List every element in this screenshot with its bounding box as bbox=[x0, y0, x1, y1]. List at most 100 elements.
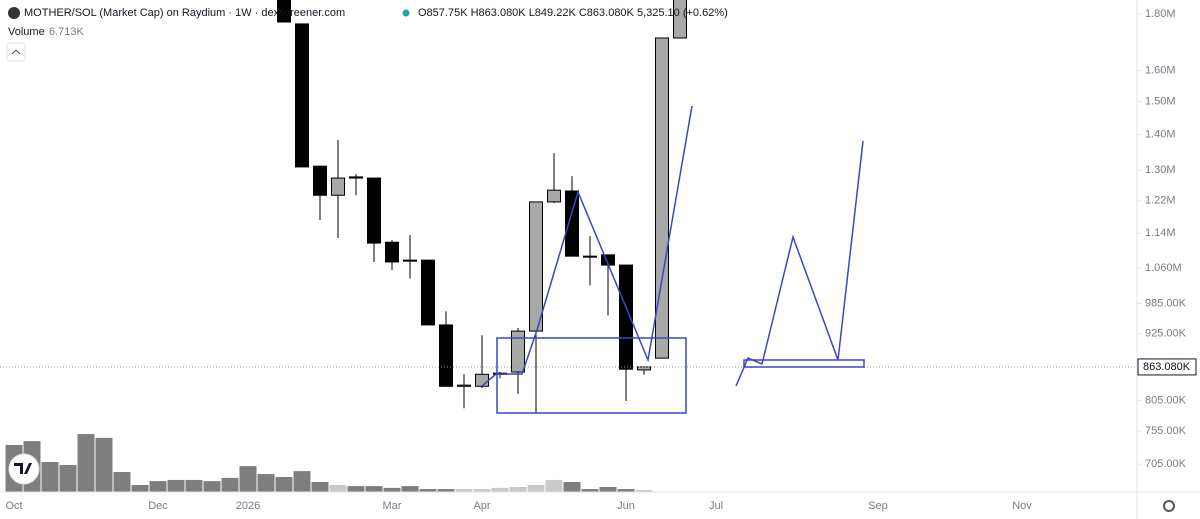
volume-bar bbox=[401, 486, 419, 492]
volume-bar bbox=[455, 489, 473, 492]
y-tick-label: 1.50M bbox=[1145, 95, 1176, 107]
y-tick-label: 705.00K bbox=[1145, 458, 1187, 470]
volume-bar bbox=[437, 489, 455, 492]
volume-bar bbox=[365, 486, 383, 492]
y-tick-label: 1.22M bbox=[1145, 195, 1176, 207]
volume-bar bbox=[185, 479, 203, 492]
volume-bar bbox=[491, 487, 509, 492]
volume-bar bbox=[221, 477, 239, 492]
logo bbox=[14, 463, 32, 474]
ohlc-values: O857.75K H863.080K L849.22K C863.080K 5,… bbox=[418, 7, 728, 19]
x-tick-label: Apr bbox=[473, 500, 490, 512]
drawn-path bbox=[735, 140, 864, 387]
volume-title: Volume bbox=[8, 26, 45, 38]
drawings bbox=[481, 105, 865, 414]
y-tick-label: 1.60M bbox=[1145, 64, 1176, 76]
logo-bg bbox=[8, 453, 40, 485]
candle-body bbox=[547, 189, 561, 203]
volume-value: 6.713K bbox=[49, 26, 85, 38]
volume-bar bbox=[383, 487, 401, 492]
volume-bar bbox=[563, 482, 581, 492]
x-tick-label: Mar bbox=[383, 500, 402, 512]
candle-body bbox=[331, 177, 345, 196]
volume-bar bbox=[275, 477, 293, 492]
candle-body bbox=[475, 373, 489, 387]
symbol-title: MOTHER/SOL (Market Cap) on Raydium · 1W … bbox=[24, 7, 345, 19]
time-axis: Oct Dec 2026 Mar Apr Jun Jul Sep Nov bbox=[5, 500, 1032, 512]
candle-body bbox=[439, 324, 453, 387]
candle-body bbox=[511, 330, 525, 373]
candle-body bbox=[349, 176, 363, 179]
drawn-box bbox=[743, 359, 865, 368]
x-tick-label: Nov bbox=[1012, 500, 1032, 512]
y-tick-label: 1.060M bbox=[1145, 262, 1182, 274]
candle-body bbox=[367, 177, 381, 244]
drawn-box bbox=[496, 337, 687, 414]
candle-body bbox=[403, 259, 417, 262]
collapse-icon bbox=[11, 49, 21, 55]
candle-body bbox=[655, 37, 669, 359]
candle-body bbox=[313, 165, 327, 196]
y-tick-label: 985.00K bbox=[1145, 297, 1187, 309]
volume-bar bbox=[113, 472, 131, 492]
status-dot bbox=[402, 9, 410, 17]
candle-body bbox=[529, 201, 543, 332]
y-tick-label: 1.14M bbox=[1145, 227, 1176, 239]
y-tick-label: 755.00K bbox=[1145, 425, 1187, 437]
y-tick-label: 1.40M bbox=[1145, 129, 1176, 141]
candle-body bbox=[619, 264, 633, 370]
volume-bar bbox=[311, 482, 329, 492]
volume-bar bbox=[509, 487, 527, 492]
volume-bar bbox=[131, 484, 149, 492]
volume-bar bbox=[293, 471, 311, 492]
volume-bar bbox=[41, 462, 59, 492]
y-tick-label: 925.00K bbox=[1145, 328, 1187, 340]
volume-bar bbox=[329, 484, 347, 492]
y-tick-label: 1.80M bbox=[1145, 8, 1176, 20]
price-pane bbox=[0, 0, 1137, 413]
symbol-icon bbox=[8, 7, 20, 19]
volume-bar bbox=[257, 474, 275, 492]
last-price-tag bbox=[1137, 358, 1197, 376]
volume-bar bbox=[203, 481, 221, 492]
candle-body bbox=[583, 255, 597, 258]
last-price-label: 863.080K bbox=[1143, 361, 1191, 373]
candle-body bbox=[457, 384, 471, 387]
price-axis: 1.80M 1.60M 1.50M 1.40M 1.30M 1.22M 1.14M 1.060… bbox=[1137, 8, 1187, 470]
volume-bar bbox=[599, 487, 617, 492]
volume-bar bbox=[617, 489, 635, 492]
x-tick-label: Dec bbox=[148, 500, 168, 512]
candle-body bbox=[295, 23, 309, 168]
volume-bar bbox=[581, 489, 599, 492]
volume-bar bbox=[419, 489, 437, 492]
volume-bar bbox=[167, 479, 185, 492]
volume-bar bbox=[149, 481, 167, 492]
volume-bar bbox=[545, 479, 563, 492]
candle-body bbox=[637, 366, 651, 371]
x-tick-label: Jul bbox=[709, 500, 723, 512]
collapse-button[interactable] bbox=[6, 42, 26, 62]
volume-bar bbox=[635, 490, 653, 492]
candle-body bbox=[421, 259, 435, 326]
x-tick-label: Jun bbox=[617, 500, 635, 512]
volume-pane bbox=[5, 434, 653, 492]
settings-button[interactable] bbox=[1163, 500, 1175, 512]
volume-bar bbox=[527, 484, 545, 492]
y-tick-label: 805.00K bbox=[1145, 394, 1187, 406]
drawn-path bbox=[481, 105, 693, 387]
y-tick-label: 1.30M bbox=[1145, 164, 1176, 176]
candle-body bbox=[565, 190, 579, 257]
volume-bar bbox=[77, 434, 95, 492]
volume-bar bbox=[239, 466, 257, 492]
x-tick-label: 2026 bbox=[236, 500, 260, 512]
volume-bar bbox=[347, 486, 365, 492]
legend: MOTHER/SOL (Market Cap) on Raydium · 1W … bbox=[6, 7, 728, 62]
volume-bar bbox=[95, 437, 113, 492]
volume-bar bbox=[473, 489, 491, 492]
x-tick-label: Sep bbox=[868, 500, 888, 512]
candle-body bbox=[385, 241, 399, 263]
x-tick-label: Oct bbox=[5, 500, 22, 512]
candle-body bbox=[673, 0, 687, 39]
